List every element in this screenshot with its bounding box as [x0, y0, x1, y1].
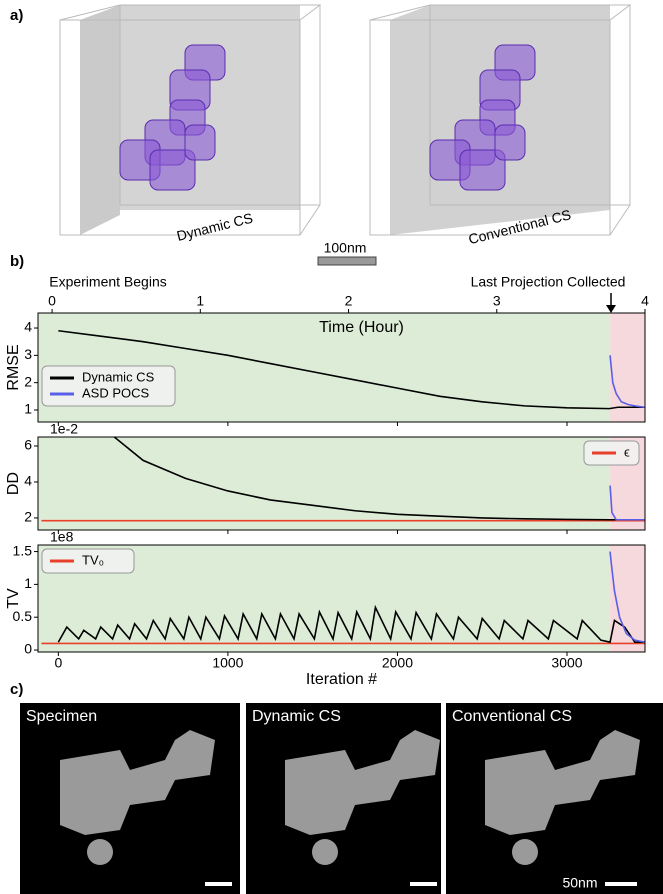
render-left	[59, 4, 322, 236]
y-tick-label: 6	[24, 437, 32, 453]
x-tick-label: 2000	[382, 655, 413, 671]
scale-bar-label: 100nm	[324, 240, 367, 256]
y-tick-label: 1	[24, 575, 32, 591]
legend-label: Dynamic CS	[82, 369, 155, 384]
axes-frame	[37, 544, 646, 653]
x-tick-label: 3000	[551, 655, 582, 671]
y-tick-label: 0	[24, 641, 32, 657]
legend-box	[41, 365, 176, 407]
x2-tick-label: 0	[48, 293, 56, 309]
phase-region	[610, 313, 645, 422]
y-tick-label: 1.5	[13, 542, 33, 558]
scale-bar	[317, 256, 377, 266]
phase-region	[38, 437, 611, 530]
axes-frame	[37, 312, 646, 423]
legend-label: ASD POCS	[82, 385, 150, 400]
y-axis-label: RMSE	[5, 344, 22, 390]
legend-label: ϵ	[624, 444, 630, 459]
arrow	[606, 293, 616, 313]
y-tick-label: 2	[24, 509, 32, 525]
y-tick-label: 2	[24, 373, 32, 389]
series-line	[609, 355, 645, 409]
image-title: Dynamic CS	[252, 708, 341, 725]
series-line	[58, 329, 645, 410]
legend-label: TV₀	[82, 552, 104, 567]
plot-area	[41, 437, 645, 522]
x-tick-label: 0	[54, 655, 62, 671]
x2-tick-label: 3	[493, 293, 501, 309]
x2-axis-label: Time (Hour)	[319, 319, 404, 336]
annotation: Last Projection Collected	[471, 274, 626, 290]
x2-tick-label: 1	[196, 293, 204, 309]
offset-text: 1e-2	[50, 421, 78, 437]
y-tick-label: 4	[24, 319, 32, 335]
y-axis-label: DD	[5, 472, 22, 495]
panel-label: a)	[10, 7, 23, 24]
legend-box	[41, 548, 135, 574]
panel-label: c)	[10, 681, 23, 698]
image-title: Conventional CS	[452, 708, 572, 725]
plot-area	[58, 329, 645, 410]
series-line	[609, 551, 645, 643]
scale-bar-label: 50nm	[562, 875, 597, 891]
x-axis-label: Iteration #	[306, 671, 377, 688]
plot-area	[41, 551, 645, 645]
y-tick-label: 4	[24, 473, 32, 489]
image-title: Specimen	[26, 708, 97, 725]
y-axis-label: TV	[5, 588, 22, 609]
x2-tick-label: 2	[345, 293, 353, 309]
x2-tick-label: 4	[641, 293, 649, 309]
render-right	[369, 4, 632, 236]
offset-text: 1e8	[50, 529, 74, 545]
y-tick-label: 3	[24, 346, 32, 362]
series-line	[113, 437, 645, 521]
y-tick-label: 1	[24, 401, 32, 417]
series-line	[57, 604, 645, 644]
annotation: Experiment Begins	[49, 274, 167, 290]
axes-frame	[37, 436, 646, 531]
series-line	[609, 485, 645, 521]
image-panels	[20, 703, 663, 894]
render-label: Dynamic CS	[175, 210, 254, 244]
x-tick-label: 1000	[212, 655, 243, 671]
panel-label: b)	[10, 253, 24, 270]
y-tick-label: 0.5	[13, 608, 33, 624]
